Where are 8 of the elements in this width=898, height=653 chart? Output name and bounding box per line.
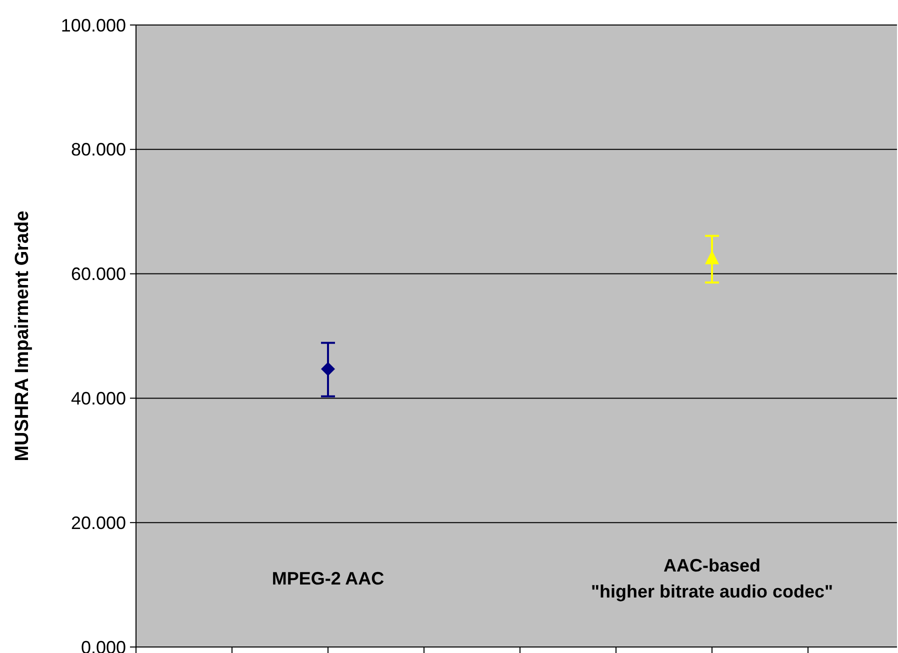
y-tick-label: 80.000 <box>70 140 126 160</box>
y-tick-label: 40.000 <box>70 388 126 408</box>
y-tick-label: 20.000 <box>70 512 126 533</box>
y-tick-label: 100.000 <box>60 15 126 36</box>
x-tick-label: AAC-based "higher bitrate audio codec" <box>590 555 834 602</box>
x-tick-label: MPEG-2 AAC <box>272 568 384 588</box>
y-tick-label: 60.000 <box>70 264 126 284</box>
y-axis-title: MUSHRA Impairment Grade <box>12 210 33 462</box>
